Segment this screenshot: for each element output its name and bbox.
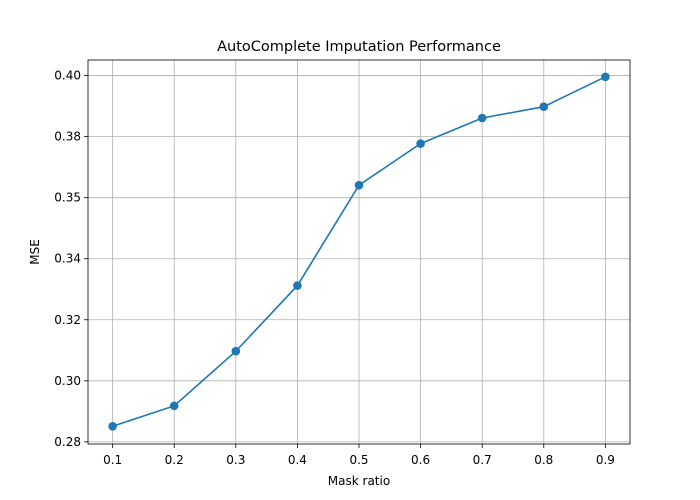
data-point <box>601 72 610 82</box>
x-tick-label: 0.5 <box>349 453 368 467</box>
y-tick-label: 0.40 <box>54 69 81 83</box>
x-tick-label: 0.1 <box>103 453 122 467</box>
series-layer <box>108 72 610 431</box>
x-axis-ticks: 0.1 0.2 0.3 0.4 0.5 0.6 0.7 0.8 0.9 <box>103 444 615 467</box>
y-tick-label: 0.34 <box>54 252 81 266</box>
x-tick-label: 0.4 <box>288 453 307 467</box>
x-tick-label: 0.2 <box>165 453 184 467</box>
data-point <box>477 113 487 123</box>
chart-title: AutoComplete Imputation Performance <box>217 39 501 55</box>
y-tick-label: 0.32 <box>54 313 81 327</box>
data-point <box>108 421 117 431</box>
y-tick-label: 0.28 <box>54 435 81 449</box>
data-point <box>169 401 179 411</box>
y-tick-label: 0.30 <box>54 374 81 388</box>
x-tick-label: 0.7 <box>473 453 492 467</box>
x-tick-label: 0.3 <box>226 453 245 467</box>
x-axis-label: Mask ratio <box>328 474 390 488</box>
y-tick-label: 0.38 <box>54 130 81 144</box>
grid-lines <box>88 60 630 444</box>
data-point <box>293 281 302 290</box>
data-point <box>354 180 364 190</box>
y-axis-label: MSE <box>28 239 42 265</box>
y-axis-ticks: 0.28 0.30 0.32 0.34 0.35 0.38 0.40 <box>54 69 88 449</box>
data-point <box>231 346 241 356</box>
y-tick-label: 0.35 <box>54 191 81 205</box>
data-point <box>416 139 425 148</box>
x-tick-label: 0.8 <box>534 453 553 467</box>
x-tick-label: 0.9 <box>596 453 615 467</box>
x-tick-label: 0.6 <box>411 453 430 467</box>
data-point <box>539 102 549 112</box>
